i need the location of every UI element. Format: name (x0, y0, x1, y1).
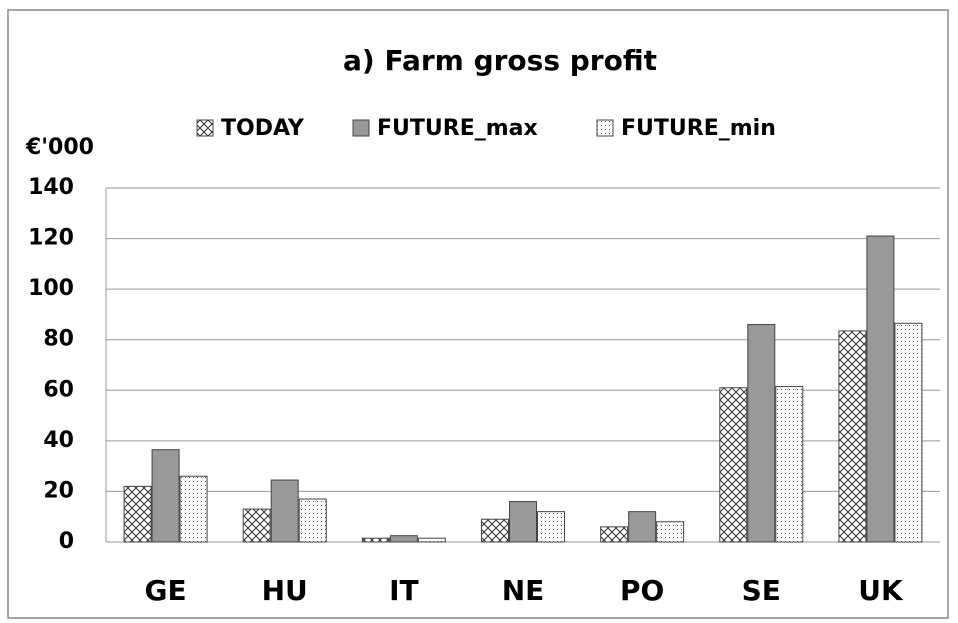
x-tick-label: PO (620, 574, 664, 607)
bar (838, 330, 867, 543)
bar (298, 498, 327, 543)
x-tick-label: SE (742, 574, 781, 607)
y-tick-label: 120 (28, 226, 74, 251)
bar (866, 235, 895, 543)
y-tick-label: 100 (28, 276, 74, 301)
y-tick-label: 140 (28, 175, 74, 200)
bar (151, 449, 180, 543)
x-tick-label: UK (858, 574, 904, 607)
y-tick-label: 40 (43, 428, 74, 453)
legend-swatch (352, 119, 370, 137)
x-tick-label: IT (389, 574, 419, 607)
bar (481, 518, 509, 543)
legend-swatch (596, 119, 614, 137)
bar (894, 322, 923, 543)
legend-swatch (196, 119, 214, 137)
bar (628, 511, 657, 543)
bar (179, 475, 208, 543)
bar (361, 537, 390, 543)
bar (600, 526, 629, 543)
y-tick-label: 80 (43, 327, 74, 352)
legend-label: TODAY (221, 116, 305, 141)
bar (389, 535, 418, 543)
x-tick-label: HU (262, 574, 308, 607)
bar (242, 508, 271, 543)
bar (509, 501, 537, 543)
bar (417, 537, 446, 543)
bar (270, 479, 299, 543)
y-tick-label: 60 (43, 377, 74, 402)
legend-label: FUTURE_min (621, 116, 776, 141)
legend-label: FUTURE_max (377, 116, 538, 141)
x-tick-label: NE (502, 574, 545, 607)
bar (656, 521, 685, 543)
y-axis-label: €'000 (25, 135, 94, 160)
bar (537, 511, 565, 543)
chart-title: a) Farm gross profit (343, 44, 657, 77)
bar (719, 387, 748, 543)
y-tick-label: 0 (59, 529, 74, 554)
x-tick-label: GE (145, 574, 187, 607)
bar (747, 324, 776, 543)
bar (775, 385, 804, 543)
bar (123, 485, 152, 543)
y-tick-label: 20 (43, 478, 74, 503)
